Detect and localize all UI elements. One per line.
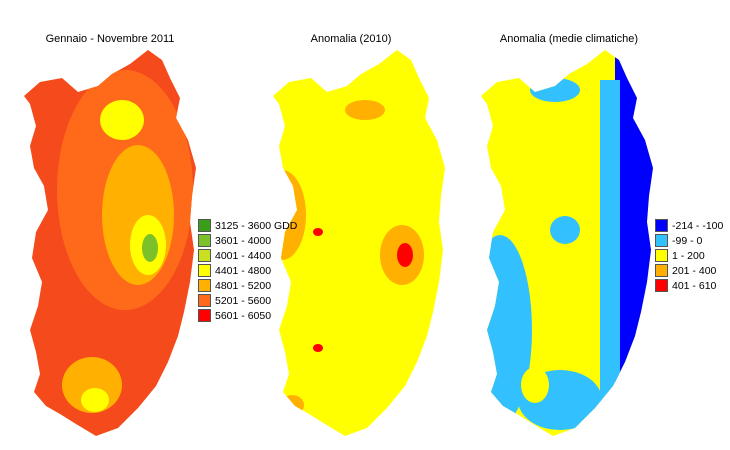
legend-item: 401 - 610 (655, 278, 723, 293)
legend-label: 3125 - 3600 GDD (215, 219, 298, 232)
legend-swatch (198, 294, 211, 307)
legend-item: 3125 - 3600 GDD (198, 218, 297, 233)
zone-yellow-south (81, 388, 109, 412)
zone-green (142, 234, 158, 262)
legend-label: 4001 - 4400 (215, 249, 272, 262)
legend-label: -214 - -100 (672, 219, 724, 232)
legend-swatch (655, 219, 668, 232)
legend-label: 3601 - 4000 (215, 234, 272, 247)
legend-item: -99 - 0 (655, 233, 723, 248)
legend-label: -99 - 0 (672, 234, 703, 247)
legend-item: 4801 - 5200 (198, 278, 297, 293)
legend-swatch (198, 249, 211, 262)
legend-swatch (655, 264, 668, 277)
legend-swatch (198, 309, 211, 322)
zone-lightblue-east (600, 80, 620, 410)
zone-lightblue-north (530, 78, 580, 102)
legend-swatch (198, 219, 211, 232)
legend-swatch (198, 264, 211, 277)
zone-lightblue-central (550, 216, 580, 244)
legend-item: 5601 - 6050 (198, 308, 297, 323)
zone-orange-north (345, 100, 385, 120)
legend-label: 201 - 400 (672, 264, 717, 277)
legend-label: 4801 - 5200 (215, 279, 272, 292)
map-title-gdd: Gennaio - Novembre 2011 (45, 33, 175, 45)
legend-item: 1 - 200 (655, 248, 723, 263)
legend-anomaly-climate: -214 - -100 -99 - 0 1 - 200 201 - 400 40… (655, 218, 723, 293)
legend-item: 4401 - 4800 (198, 263, 297, 278)
legend-swatch (655, 279, 668, 292)
map-anomaly-climate (481, 50, 653, 436)
legend-label: 5201 - 5600 (215, 294, 272, 307)
legend-label: 5601 - 6050 (215, 309, 272, 322)
legend-label: 4401 - 4800 (215, 264, 272, 277)
legend-label: 1 - 200 (672, 249, 705, 262)
map-title-anomaly-climate: Anomalia (medie climatiche) (499, 33, 639, 45)
legend-item: -214 - -100 (655, 218, 723, 233)
legend-label: 401 - 610 (672, 279, 717, 292)
legend-item: 3601 - 4000 (198, 233, 297, 248)
zone-red-central (397, 243, 413, 267)
map-title-anomaly-2010: Anomalia (2010) (310, 33, 392, 45)
legend-swatch (655, 249, 668, 262)
legend-swatch (198, 279, 211, 292)
legend-item: 5201 - 5600 (198, 293, 297, 308)
zone-yellow-north (100, 100, 144, 140)
legend-gdd: 3125 - 3600 GDD 3601 - 4000 4001 - 4400 … (198, 218, 297, 323)
zone-red-west (313, 228, 323, 236)
legend-item: 4001 - 4400 (198, 248, 297, 263)
legend-swatch (655, 234, 668, 247)
zone-red-south (313, 344, 323, 352)
map-gdd (24, 50, 196, 436)
zone-yellow-south (521, 367, 549, 403)
legend-item: 201 - 400 (655, 263, 723, 278)
zone-orange-south (280, 395, 304, 415)
legend-swatch (198, 234, 211, 247)
